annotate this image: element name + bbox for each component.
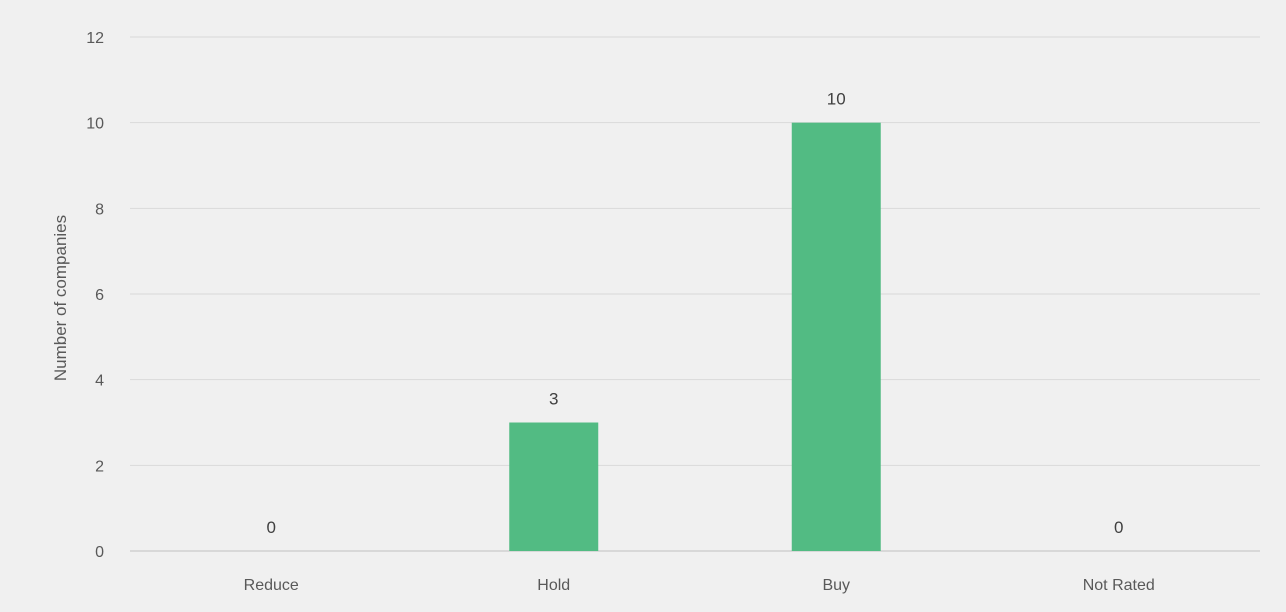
x-tick-label: Hold xyxy=(537,577,570,594)
x-tick-label: Reduce xyxy=(244,577,299,594)
y-tick-label: 4 xyxy=(95,373,104,390)
data-label: 3 xyxy=(549,390,558,409)
bars xyxy=(509,122,881,552)
bar-buy xyxy=(791,122,881,552)
y-tick-label: 0 xyxy=(95,544,104,561)
y-tick-label: 12 xyxy=(86,30,104,47)
gridlines xyxy=(130,36,1260,552)
bar-hold xyxy=(509,422,599,551)
y-tick-label: 10 xyxy=(86,116,104,133)
y-tick-label: 8 xyxy=(95,201,104,218)
y-axis-ticks: 0 2 4 6 8 10 12 xyxy=(86,30,104,561)
y-tick-label: 6 xyxy=(95,287,104,304)
x-axis-ticks: Reduce Hold Buy Not Rated xyxy=(244,577,1155,594)
data-label: 0 xyxy=(1114,518,1123,537)
data-label: 10 xyxy=(827,90,846,109)
y-tick-label: 2 xyxy=(95,458,104,475)
x-tick-label: Buy xyxy=(822,577,850,594)
data-label: 0 xyxy=(267,518,276,537)
data-labels: 0 3 10 0 xyxy=(267,90,1124,537)
y-axis-title: Number of companies xyxy=(51,215,70,381)
x-tick-label: Not Rated xyxy=(1083,577,1155,594)
